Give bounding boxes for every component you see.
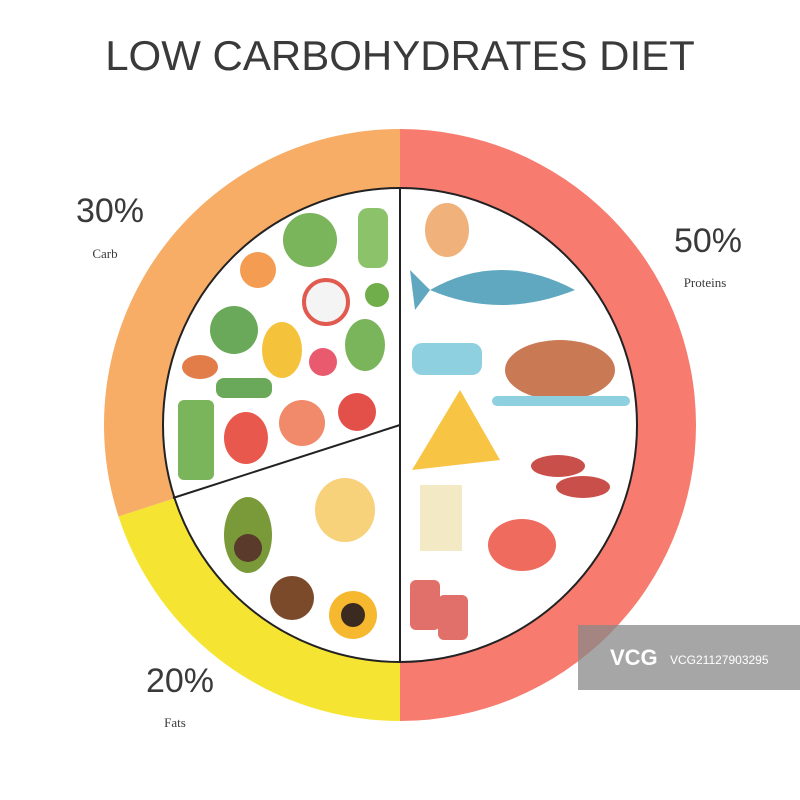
percent-label: 30% bbox=[76, 192, 144, 230]
percent-label: 20% bbox=[146, 662, 214, 700]
food-icons bbox=[178, 203, 630, 640]
ring-segment bbox=[118, 496, 400, 721]
watermark-logo: VCG bbox=[610, 645, 658, 670]
ring-segment bbox=[400, 129, 696, 721]
category-label: Fats bbox=[164, 715, 186, 730]
ring bbox=[103, 129, 696, 721]
category-label: Proteins bbox=[684, 275, 727, 290]
percent-label: 50% bbox=[674, 222, 742, 260]
ring-segment bbox=[103, 129, 401, 517]
category-label: Carb bbox=[92, 246, 117, 261]
plate-divider bbox=[172, 424, 401, 499]
labels: 50% Proteins 20% Fats 30% Carb bbox=[76, 192, 742, 730]
chart-title: LOW CARBOHYDRATES DIET bbox=[105, 32, 695, 79]
watermark-id: VCG21127903295 bbox=[670, 653, 769, 667]
watermark-box bbox=[578, 625, 800, 690]
